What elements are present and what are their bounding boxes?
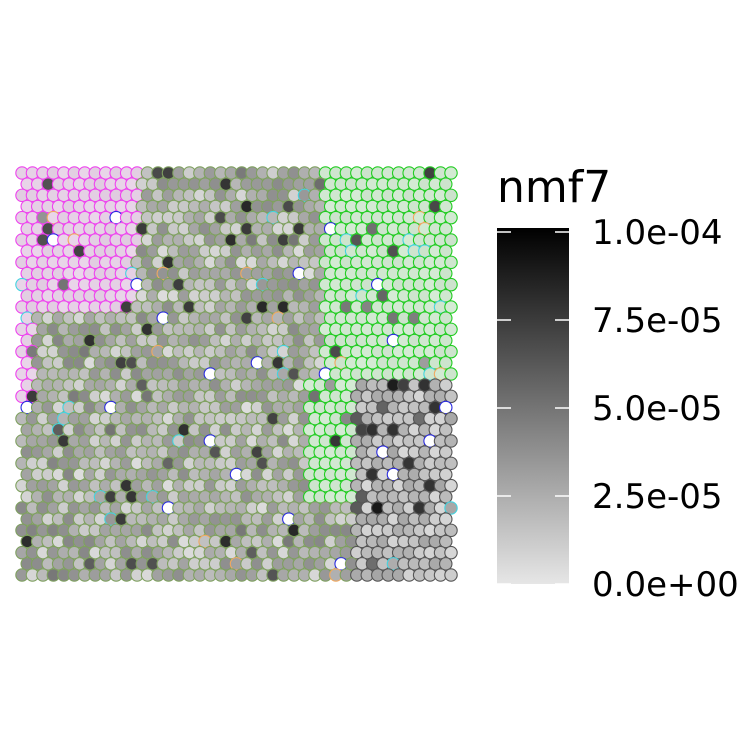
spot-point — [439, 289, 453, 303]
spot-point — [444, 277, 458, 292]
spot-point — [439, 266, 453, 281]
spot-point — [439, 490, 453, 504]
colorbar-tick-labels: 1.0e-04 7.5e-05 5.0e-05 2.5e-05 0.0e+00 — [592, 213, 739, 605]
spot-point — [439, 177, 453, 191]
spot-point — [439, 534, 453, 549]
spot-point — [444, 233, 458, 247]
spot-point — [444, 300, 458, 314]
spot-point — [439, 378, 453, 392]
colorbar — [497, 228, 569, 584]
colorbar-tick-label: 0.0e+00 — [592, 565, 739, 605]
spot-point — [439, 512, 453, 526]
spot-point — [444, 434, 458, 448]
spot-point — [444, 344, 458, 359]
spot-point — [444, 523, 458, 538]
spot-point — [439, 199, 453, 214]
spot-point — [444, 478, 458, 493]
legend-title: nmf7 — [497, 162, 611, 213]
spot-point — [439, 445, 453, 459]
spot-point — [444, 367, 458, 381]
spots-layer — [15, 166, 458, 582]
spot-point — [444, 322, 458, 337]
spot-point — [444, 210, 458, 225]
spot-point — [439, 356, 453, 370]
spot-point — [439, 467, 453, 482]
spot-point — [439, 222, 453, 236]
colorbar-tick-label: 2.5e-05 — [592, 477, 723, 517]
spot-point — [444, 545, 458, 560]
colorbar-tick-label: 7.5e-05 — [592, 301, 723, 341]
spot-point — [444, 568, 458, 582]
colorbar-tick-label: 1.0e-04 — [592, 213, 723, 253]
spot-point — [439, 311, 453, 325]
spot-point — [439, 557, 453, 571]
spot-point — [444, 255, 458, 270]
spot-point — [439, 244, 453, 258]
spot-point — [439, 423, 453, 437]
colorbar-legend: nmf7 1.0e-04 7.5e-05 5.0e-05 2.5e-05 0.0e+00 — [497, 162, 739, 605]
spot-point — [444, 411, 458, 426]
spot-point — [444, 456, 458, 471]
spot-point — [439, 333, 453, 348]
spot-point — [444, 166, 458, 180]
spot-point — [444, 389, 458, 404]
spot-point — [444, 188, 458, 203]
spot-point — [444, 501, 458, 515]
spot-point — [439, 400, 453, 415]
colorbar-ticks — [497, 231, 569, 585]
colorbar-tick-label: 5.0e-05 — [592, 389, 723, 429]
